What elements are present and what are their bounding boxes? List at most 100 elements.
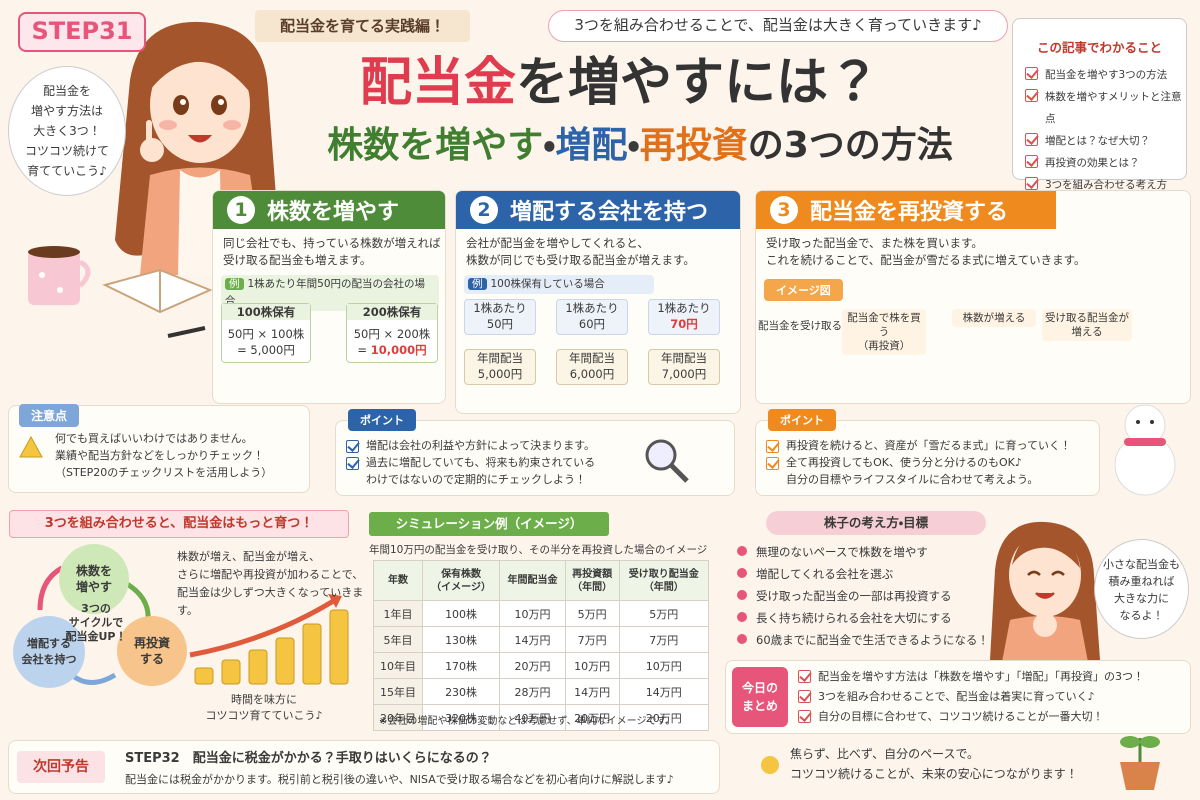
text-line: 自分の目標やライフスタイルに合わせて考えよう。 bbox=[786, 473, 1039, 486]
warning-icon bbox=[19, 436, 43, 458]
text-line: 配当金を増やす3つの方法 bbox=[1023, 64, 1186, 86]
text-line: 再投資の効果とは？ bbox=[1023, 152, 1186, 174]
text-line: 年間配当金 bbox=[507, 575, 558, 586]
title-part: を増やすには？ bbox=[516, 53, 881, 113]
case-header: 100株保有 bbox=[222, 304, 310, 320]
text-line: 同じ会社でも、持っている株数が増えれば bbox=[223, 236, 441, 250]
simulation-title: シミュレーション例（イメージ） bbox=[369, 512, 609, 536]
point-list: 増配は会社の利益や方針によって決まります。過去に増配していても、将来も約束されて… bbox=[344, 437, 595, 488]
text-line: まとめ bbox=[741, 699, 778, 713]
case-calc: 50円 × 200株 bbox=[353, 327, 431, 341]
table-cell: 20万円 bbox=[618, 704, 709, 731]
per-share: 50円 bbox=[486, 317, 514, 331]
caution-title: 注意点 bbox=[19, 404, 80, 427]
table-cell: 10万円 bbox=[499, 600, 566, 627]
case-result: = 10,000円 bbox=[347, 342, 437, 358]
speech-bubble: 配当金を 増やす方法は 大きく3つ！ コツコツ続けて 育てていこう♪ bbox=[8, 66, 126, 196]
table-cell: 10万円 bbox=[618, 652, 709, 679]
case-box: 200株保有 50円 × 200株 = 10,000円 bbox=[346, 303, 438, 363]
example: 例 100株保有している場合 bbox=[464, 275, 654, 294]
snowman bbox=[1114, 404, 1176, 496]
goals-list: 無理のないペースで株数を増やす 増配してくれる会社を選ぶ 受け取った配当金の一部は再… bbox=[734, 541, 989, 651]
step-label: 配当金を受け取る bbox=[758, 319, 842, 333]
text-line: コツコツ続けることが、未来の安心につながります！ bbox=[790, 767, 1078, 781]
method-description: 会社が配当金を増やしてくれると、 株数が同じでも受け取る配当金が増えます。 bbox=[466, 235, 695, 269]
text-line: 大きな力に bbox=[1114, 592, 1169, 605]
text-line: 小さな配当金も bbox=[1103, 558, 1180, 571]
table-cell: 10年目 bbox=[373, 652, 423, 679]
cycle-section: 3つを組み合わせると、配当金はもっと育つ！ 株数を 増やす 再投資 する 増配する会… bbox=[8, 505, 365, 733]
text-line: （STEP20のチェックリストを活用しよう） bbox=[55, 466, 273, 479]
method-title: 配当金を再投資する bbox=[810, 200, 1009, 225]
text-line: 配当金を bbox=[42, 84, 91, 98]
text-line: 受け取り配当金 bbox=[628, 568, 699, 580]
text-line: （イメージ） bbox=[431, 581, 491, 593]
contents-title: この記事でわかること bbox=[1036, 40, 1162, 55]
next-label: 次回予告 bbox=[17, 751, 105, 783]
table-cell: 15年目 bbox=[373, 678, 423, 705]
table-cell: 7万円 bbox=[564, 626, 620, 653]
point-box: ポイント 再投資を続けると、資産が「雪だるま式」に育っていく！ 全て再投資してもO… bbox=[755, 409, 1100, 496]
case-header: 200株保有 bbox=[347, 304, 437, 320]
text-line: 積み重ねれば bbox=[1108, 575, 1175, 588]
text-line: 長く持ち続けられる会社を大切にする bbox=[734, 607, 989, 629]
annual-box: 年間配当 7,000円 bbox=[648, 349, 720, 385]
ribbon: 配当金を育てる実践編！ bbox=[255, 10, 470, 42]
table-cell: 130株 bbox=[421, 626, 501, 653]
text-line: なるよ！ bbox=[1119, 609, 1164, 622]
step-label: 受け取る配当金が 増える bbox=[1042, 309, 1132, 341]
per-share: 60円 bbox=[578, 317, 606, 331]
text-line: これを続けることで、配当金が雪だるま式に増えていきます。 bbox=[766, 253, 1086, 267]
method-1: 1 株数を増やす 同じ会社でも、持っている株数が増えれば 受け取る配当金も増えます。… bbox=[212, 190, 446, 404]
cycle-caption: 時間を味方に コツコツ育てていこう♪ bbox=[184, 692, 344, 724]
text-line: 受け取る配当金が bbox=[1045, 312, 1129, 324]
text-line: 会社が配当金を増やしてくれると、 bbox=[466, 236, 649, 250]
text-line: 焦らず、比べず、自分のペースで。 bbox=[790, 747, 980, 761]
table-cell: 320株 bbox=[421, 704, 501, 731]
table-cell: 20年目 bbox=[373, 704, 423, 731]
per-share-label: 1株あたり bbox=[565, 301, 619, 315]
subtitle-part: の3つの方法 bbox=[747, 125, 953, 166]
column-header: 年間配当金 bbox=[499, 560, 566, 601]
simulation-section: シミュレーション例（イメージ） 年間10万円の配当金を受け取り、その半分を再投資… bbox=[368, 505, 718, 733]
caution-text: 何でも買えばいいわけではありません。 業績や配当方針などをしっかりチェック！ （ST… bbox=[55, 430, 272, 481]
text-line: する bbox=[139, 652, 164, 666]
method-3: 3 配当金を再投資する 受け取った配当金で、また株を買います。 これを続けることで、… bbox=[755, 190, 1191, 404]
text-line: 配当金で株を買う bbox=[847, 312, 921, 338]
text-line: 3つの bbox=[81, 602, 111, 615]
text-line: 配当金UP！ bbox=[65, 630, 127, 643]
column-header: 保有株数 （イメージ） bbox=[421, 560, 501, 601]
table-cell: 5万円 bbox=[618, 600, 709, 627]
text-line: 増やす方法は bbox=[30, 104, 103, 118]
result: 5,000円 bbox=[250, 343, 295, 357]
cycle-node: 増配する 会社を持つ bbox=[13, 616, 85, 688]
text-line: 再投資額 bbox=[572, 568, 613, 580]
per-share-box: 1株あたり 60円 bbox=[556, 299, 628, 335]
text-line: 増配とは？なぜ大切？ bbox=[1023, 130, 1186, 152]
text-line: 大きく3つ！ bbox=[33, 124, 101, 138]
text-line: わけではないので定期的にチェックしよう！ bbox=[366, 473, 586, 486]
table-cell: 170株 bbox=[421, 652, 501, 679]
subtitle-part: ・ bbox=[543, 125, 556, 166]
text-line: 配当金は少しずつ大きくなっていきます。 bbox=[177, 586, 364, 617]
table-row: 1年目 100株 10万円 5万円 5万円 bbox=[373, 600, 709, 627]
text-line: 時間を味方に bbox=[231, 693, 297, 706]
text-line: 受け取った配当金で、また株を買います。 bbox=[766, 236, 983, 250]
text-line: 増やす bbox=[75, 580, 112, 594]
goals-section: 株子の考え方・目標 無理のないペースで株数を増やす 増配してくれる会社を選ぶ 受け取… bbox=[725, 510, 1191, 655]
step-label: 配当金で株を買う （再投資） bbox=[842, 309, 926, 355]
example-label: 例 bbox=[225, 278, 244, 290]
example-label: 例 bbox=[468, 278, 487, 290]
magnifier-icon bbox=[645, 439, 689, 483]
text-line: 3つを組み合わせる考え方 bbox=[1023, 174, 1186, 196]
table-cell: 5年目 bbox=[373, 626, 423, 653]
text-line: 増配してくれる会社を選ぶ bbox=[734, 563, 989, 585]
point-item: 過去に増配していても、将来も約束されている わけではないので定期的にチェックしよう… bbox=[344, 454, 595, 488]
growth-bars bbox=[189, 594, 349, 685]
point-title: ポイント bbox=[348, 409, 416, 431]
text-line: 今日の bbox=[741, 681, 778, 695]
annual: 7,000円 bbox=[661, 367, 707, 381]
text-line: 増配する bbox=[27, 637, 71, 650]
table-cell: 14万円 bbox=[499, 626, 566, 653]
text-line: 増配は会社の利益や方針によって決まります。 bbox=[366, 439, 596, 452]
